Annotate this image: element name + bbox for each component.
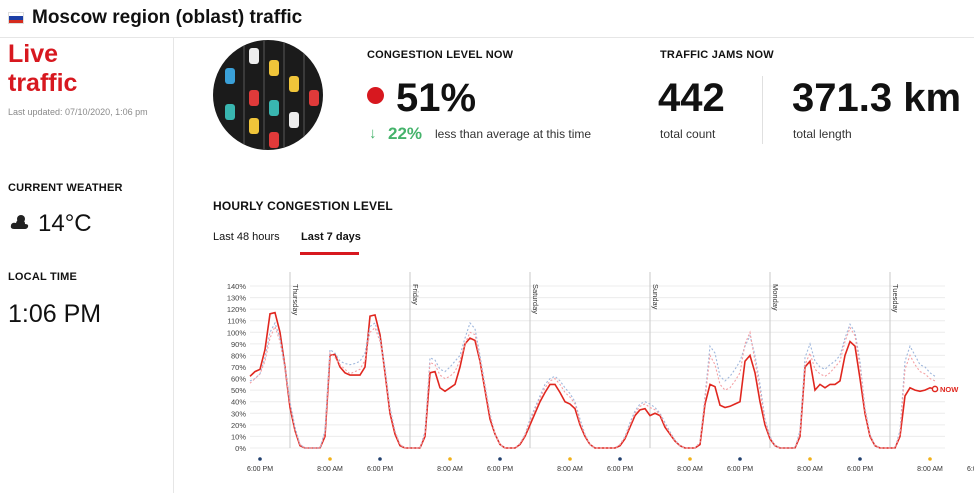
jam-length: 371.3 km [792, 76, 962, 120]
x-tick-label: 6:00 PM [487, 466, 513, 473]
x-tick-label: 6:00 PM [847, 466, 873, 473]
jams-label: TRAFFIC JAMS NOW [660, 49, 774, 61]
x-tick-label: 6:00 PM [607, 466, 633, 473]
last-updated: Last updated: 07/10/2020, 1:06 pm [8, 107, 148, 117]
y-tick-label: 60% [231, 375, 246, 384]
jam-count: 442 [658, 76, 725, 120]
x-tick-marker [688, 457, 692, 461]
y-tick-label: 40% [231, 398, 246, 407]
x-tick-marker [258, 457, 262, 461]
x-tick-marker [738, 457, 742, 461]
traffic-illustration [213, 40, 323, 150]
x-tick-label: 6:00 PM [967, 466, 974, 473]
day-label: Thursday [291, 284, 300, 316]
local-time: 1:06 PM [8, 300, 102, 328]
temperature: 14°C [38, 210, 92, 237]
russia-flag-icon [8, 12, 24, 24]
sidebar: Live traffic Last updated: 07/10/2020, 1… [0, 38, 174, 493]
y-tick-label: 10% [231, 432, 246, 441]
day-label: Monday [771, 284, 780, 311]
y-tick-label: 140% [227, 282, 247, 291]
x-tick-marker [928, 457, 932, 461]
x-tick-label: 8:00 AM [917, 466, 943, 473]
active-tab-indicator [300, 252, 359, 255]
x-tick-marker [498, 457, 502, 461]
page-title: Moscow region (oblast) traffic [32, 7, 303, 28]
day-label: Saturday [531, 284, 540, 314]
tab-last-48-hours[interactable]: Last 48 hours [213, 231, 280, 243]
y-tick-label: 20% [231, 421, 246, 430]
x-tick-label: 8:00 AM [797, 466, 823, 473]
x-tick-marker [378, 457, 382, 461]
series-line-live [249, 311, 936, 449]
y-tick-label: 110% [227, 317, 246, 326]
jam-length-label: total length [793, 127, 852, 141]
congestion-label: CONGESTION LEVEL NOW [367, 49, 514, 61]
congestion-indicator-dot [367, 87, 384, 104]
day-label: Sunday [651, 284, 660, 310]
x-tick-label: 8:00 AM [437, 466, 463, 473]
x-tick-label: 6:00 PM [247, 466, 273, 473]
divider [762, 76, 763, 144]
congestion-value: 51% [396, 76, 477, 120]
day-label: Tuesday [891, 284, 900, 313]
tab-last-7-days[interactable]: Last 7 days [301, 231, 361, 243]
weather-label: CURRENT WEATHER [8, 182, 123, 194]
x-tick-marker [808, 457, 812, 461]
now-label: NOW [940, 385, 959, 394]
x-tick-label: 8:00 AM [557, 466, 583, 473]
hourly-congestion-label: HOURLY CONGESTION LEVEL [213, 199, 393, 213]
header-bar: Moscow region (oblast) traffic [0, 0, 974, 38]
y-tick-label: 80% [231, 351, 246, 360]
x-tick-marker [858, 457, 862, 461]
local-time-label: LOCAL TIME [8, 271, 78, 283]
y-tick-label: 30% [231, 409, 246, 418]
x-tick-marker [618, 457, 622, 461]
live-traffic-title: Live traffic [8, 40, 78, 97]
x-tick-label: 8:00 AM [317, 466, 343, 473]
y-tick-label: 100% [227, 328, 247, 337]
x-tick-label: 6:00 PM [367, 466, 393, 473]
arrow-down-icon: ↓ [369, 125, 377, 142]
y-tick-label: 70% [231, 363, 246, 372]
y-tick-label: 90% [231, 340, 246, 349]
hourly-congestion-chart: 0% 10% 20% 30% 40% 50% 60% 70% 80% 90% 100% 110% 120… [227, 272, 974, 473]
congestion-trend-value: 22% [388, 124, 423, 143]
y-tick-label: 130% [227, 294, 247, 303]
series-line-typical [249, 321, 936, 449]
series-line-typical-alt [249, 324, 936, 449]
x-tick-marker [568, 457, 572, 461]
jam-count-label: total count [660, 127, 716, 141]
y-tick-label: 0% [235, 444, 246, 453]
day-label: Friday [411, 284, 420, 305]
x-tick-label: 8:00 AM [677, 466, 703, 473]
y-tick-label: 50% [231, 386, 246, 395]
x-tick-marker [448, 457, 452, 461]
partly-cloudy-icon [10, 215, 29, 229]
y-tick-label: 120% [227, 305, 247, 314]
x-tick-marker [328, 457, 332, 461]
x-tick-label: 6:00 PM [727, 466, 753, 473]
congestion-trend-text: less than average at this time [435, 127, 592, 141]
now-point [931, 385, 939, 393]
